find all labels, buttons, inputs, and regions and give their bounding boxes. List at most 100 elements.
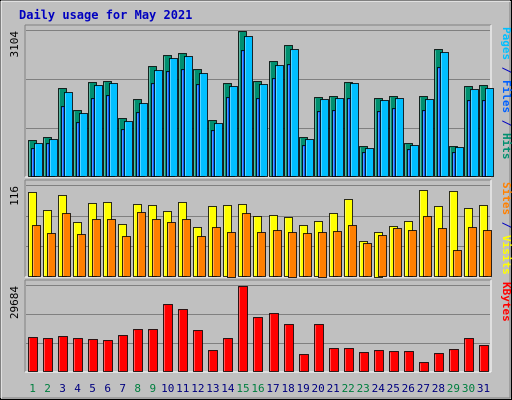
bar-sites-day-23 (363, 243, 372, 277)
x-label-day-26: 26 (402, 382, 415, 395)
chart-title: Daily usage for May 2021 (19, 8, 192, 22)
bar-sites-day-3 (62, 213, 71, 277)
bar-kbytes-day-5 (88, 339, 98, 372)
bar-sites-day-24 (378, 235, 387, 277)
bar-kbytes-day-27 (419, 362, 429, 372)
bar-kbytes-day-3 (58, 336, 68, 372)
x-label-day-18: 18 (281, 382, 294, 395)
x-label-day-27: 27 (417, 382, 430, 395)
bar-pages-day-1 (34, 143, 43, 177)
x-label-day-10: 10 (161, 382, 174, 395)
bar-pages-day-9 (154, 70, 163, 177)
bar-sites-day-11 (182, 219, 191, 277)
bar-kbytes-day-1 (28, 337, 38, 372)
x-label-day-17: 17 (266, 382, 279, 395)
x-label-day-2: 2 (44, 382, 51, 395)
x-label-day-9: 9 (149, 382, 156, 395)
panel-bottom: 29684 KBytes (8, 279, 512, 373)
bar-kbytes-day-29 (449, 349, 459, 372)
bar-sites-day-4 (77, 234, 86, 277)
y-max-label-top: 3104 (8, 31, 21, 58)
series-label-segment: / (500, 215, 512, 235)
x-label-day-23: 23 (357, 382, 370, 395)
bar-pages-day-16 (259, 84, 268, 177)
bar-kbytes-day-9 (148, 329, 158, 372)
x-axis-day-labels: 1 2 3 4 5 6 7 8 9 10 11 12 13 14 15 16 17 18 19 20 21 22 23 24 2… (29, 382, 490, 395)
bar-pages-day-2 (49, 139, 58, 177)
bar-pages-day-11 (184, 56, 193, 177)
bar-pages-day-27 (425, 99, 434, 177)
bar-pages-day-17 (275, 65, 284, 177)
bar-sites-day-17 (273, 230, 282, 277)
bar-pages-day-13 (214, 123, 223, 177)
bar-kbytes-day-19 (299, 354, 309, 372)
x-label-day-4: 4 (74, 382, 81, 395)
bar-kbytes-day-22 (344, 348, 354, 372)
bar-kbytes-day-15 (238, 286, 248, 372)
series-label-segment: / (500, 60, 512, 80)
x-label-day-5: 5 (89, 382, 96, 395)
bar-sites-day-5 (92, 219, 101, 277)
bar-pages-day-10 (169, 58, 178, 177)
x-label-day-21: 21 (327, 382, 340, 395)
bar-kbytes-day-28 (434, 353, 444, 372)
bar-pages-day-21 (335, 98, 344, 177)
bar-sites-day-19 (303, 233, 312, 277)
series-label-segment: KBytes (500, 282, 512, 322)
series-label-segment: Visits (500, 235, 512, 275)
bar-pages-day-19 (305, 139, 314, 177)
x-label-day-3: 3 (59, 382, 66, 395)
bar-kbytes-day-13 (208, 350, 218, 372)
bar-kbytes-day-2 (43, 338, 53, 372)
bar-kbytes-day-4 (73, 338, 83, 372)
bar-pages-day-18 (290, 49, 299, 177)
bar-sites-day-9 (152, 219, 161, 277)
bar-pages-day-25 (395, 98, 404, 177)
bar-pages-day-14 (229, 86, 238, 177)
bar-pages-day-7 (124, 121, 133, 177)
bar-sites-day-8 (137, 212, 146, 277)
bar-kbytes-day-11 (178, 309, 188, 372)
bar-sites-day-28 (438, 228, 447, 277)
series-label-segment: Hits (500, 133, 512, 160)
bar-pages-day-26 (410, 145, 419, 177)
bar-sites-day-10 (167, 222, 176, 277)
x-label-day-8: 8 (134, 382, 141, 395)
x-label-day-31: 31 (477, 382, 490, 395)
x-label-day-29: 29 (447, 382, 460, 395)
series-label-segment: Sites (500, 182, 512, 215)
x-label-day-15: 15 (236, 382, 249, 395)
bar-kbytes-day-26 (404, 351, 414, 372)
bar-kbytes-day-30 (464, 338, 474, 372)
bar-kbytes-day-24 (374, 350, 384, 372)
bar-kbytes-day-21 (329, 348, 339, 372)
x-label-day-30: 30 (462, 382, 475, 395)
bar-pages-day-8 (139, 103, 148, 177)
bar-pages-day-6 (109, 83, 118, 177)
bar-sites-day-26 (408, 230, 417, 277)
bar-sites-day-15 (242, 213, 251, 277)
x-label-day-14: 14 (221, 382, 235, 395)
series-label-bottom: KBytes (500, 282, 512, 322)
bar-sites-day-1 (32, 225, 41, 277)
bar-pages-day-5 (94, 85, 103, 177)
bar-sites-day-29 (453, 250, 462, 277)
x-label-day-7: 7 (119, 382, 126, 395)
bar-sites-day-12 (197, 236, 206, 277)
x-label-day-13: 13 (206, 382, 219, 395)
series-label-segment: Pages (500, 27, 512, 60)
x-label-day-28: 28 (432, 382, 445, 395)
x-label-day-12: 12 (191, 382, 204, 395)
bar-kbytes-day-8 (133, 329, 143, 372)
bar-sites-day-27 (423, 216, 432, 277)
bar-sites-day-18 (288, 232, 297, 278)
bar-pages-day-31 (485, 88, 494, 177)
bar-pages-day-4 (79, 113, 88, 177)
bar-pages-day-12 (199, 73, 208, 177)
bar-sites-day-30 (468, 227, 477, 277)
x-label-day-6: 6 (104, 382, 111, 395)
bar-sites-day-14 (227, 232, 236, 278)
bar-pages-day-20 (320, 99, 329, 177)
bar-pages-day-28 (440, 52, 449, 177)
bar-sites-day-31 (483, 230, 492, 277)
